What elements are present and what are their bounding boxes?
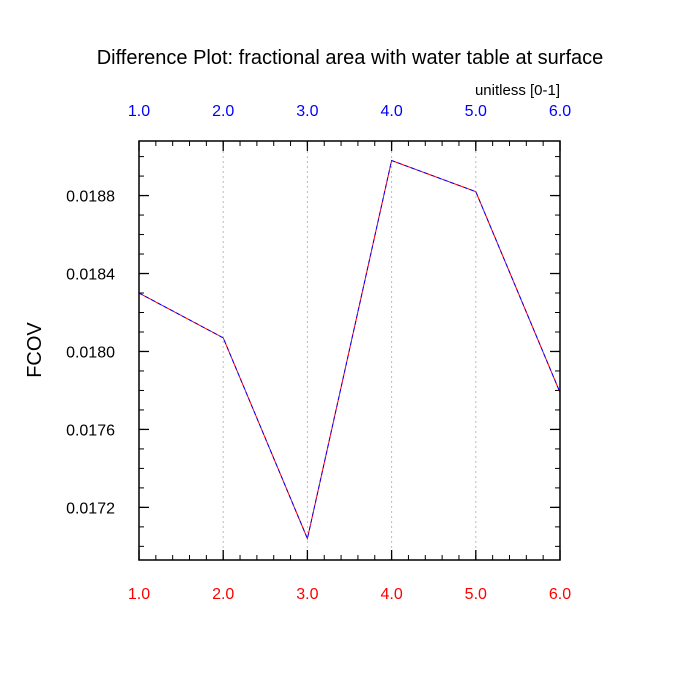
series-line	[138, 159, 561, 541]
x-tick-label-top: 6.0	[549, 103, 571, 120]
x-tick-label-top: 1.0	[128, 103, 150, 120]
y-tick-label: 0.0172	[66, 500, 115, 517]
y-tick-label: 0.0188	[66, 189, 115, 206]
x-tick-label-bottom: 1.0	[128, 586, 150, 603]
x-tick-label-bottom: 5.0	[465, 586, 487, 603]
x-tick-label-top: 2.0	[212, 103, 234, 120]
y-tick-label: 0.0176	[66, 422, 115, 439]
x-tick-label-top: 3.0	[296, 103, 318, 120]
y-axis-label: FCOV	[24, 322, 46, 378]
series-lines	[138, 159, 561, 541]
x-tick-labels-bottom: 1.0 2.0 3.0 4.0 5.0 6.0	[128, 586, 571, 603]
y-tick-labels: 0.0172 0.0176 0.0180 0.0184 0.0188	[66, 189, 115, 518]
y-tick-label: 0.0180	[66, 344, 115, 361]
units-label: unitless [0-1]	[475, 82, 560, 99]
x-tick-label-bottom: 4.0	[380, 586, 402, 603]
x-tick-labels-top: 1.0 2.0 3.0 4.0 5.0 6.0	[128, 103, 571, 120]
plot-frame	[138, 140, 561, 561]
x-tick-label-bottom: 6.0	[549, 586, 571, 603]
x-tick-label-bottom: 2.0	[212, 586, 234, 603]
x-tick-label-bottom: 3.0	[296, 586, 318, 603]
x-tick-label-top: 4.0	[380, 103, 402, 120]
chart-title: Difference Plot: fractional area with wa…	[97, 47, 604, 69]
x-tick-label-top: 5.0	[465, 103, 487, 120]
y-tick-label: 0.0184	[66, 267, 115, 284]
